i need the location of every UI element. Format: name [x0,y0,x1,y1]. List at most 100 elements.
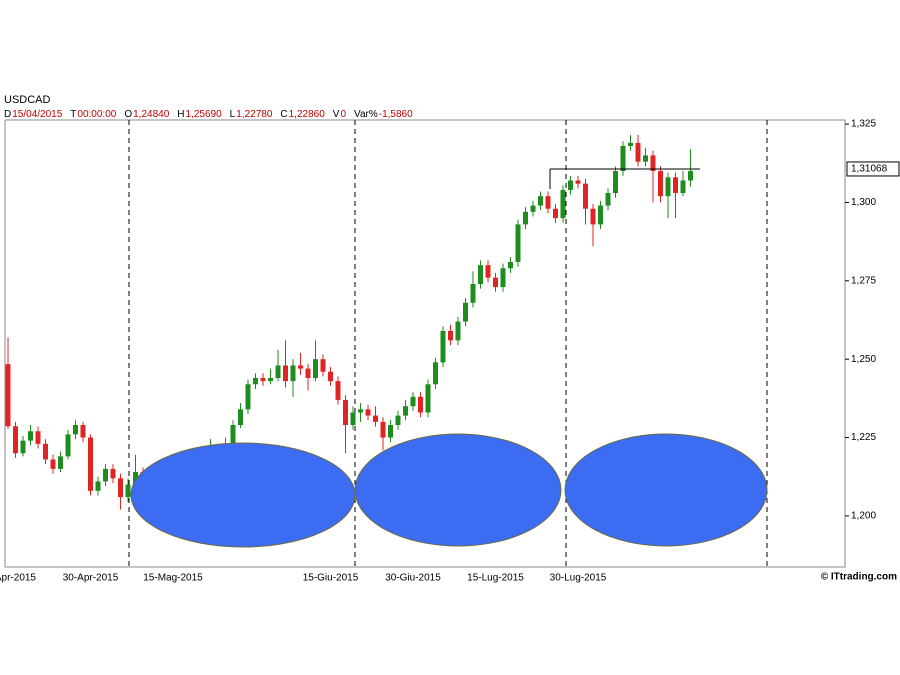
candle-body [568,180,573,190]
last-price-label: 1,31068 [851,164,888,175]
candle-body [673,177,678,194]
x-tick-label: 15-Giu-2015 [303,573,359,584]
header-key: Var% [354,109,378,120]
x-tick-label: 15-Lug-2015 [467,573,524,584]
candle-body [470,283,476,303]
candle-body [530,205,536,212]
candle-body [50,459,56,469]
candle-body [635,142,641,162]
candle-body [373,415,378,422]
candle-body [538,196,543,206]
header-key: H [177,109,184,120]
candle-body [658,171,663,197]
candle-body [5,364,11,427]
candle-body [118,478,123,498]
y-tick-label: 1,200 [851,511,876,522]
candle-body [95,481,101,491]
candle-body [500,268,506,288]
candle-body [650,155,656,172]
candle-body [88,437,93,491]
candle-body [418,396,423,413]
candle-body [598,205,603,225]
header-value: 15/04/2015 [12,109,62,120]
candle-body [28,431,33,441]
y-tick-label: 1,250 [851,354,876,365]
candle-body [290,365,296,382]
header-value: 1,24840 [133,109,170,120]
header-value: 00:00:00 [77,109,116,120]
candle-body [350,412,356,426]
header-key: V [333,109,340,120]
y-tick-label: 1,225 [851,432,876,443]
candle-body [43,443,48,460]
candle-body [403,406,408,416]
candle-body [133,472,138,485]
highlight-ellipses [130,433,768,548]
ellipse [564,433,768,547]
header-key: D [4,109,11,120]
candle-body [448,330,453,341]
candle-body [238,409,243,426]
last-price-box [846,161,900,177]
candle-body [35,431,41,444]
candle-body [665,177,671,197]
candle-body [328,371,333,382]
candle-body [305,368,311,378]
candle-body [253,377,258,385]
candle-body [688,171,693,181]
header-key: L [230,109,236,120]
candle-body [58,456,63,469]
candle-body [560,189,566,219]
x-tick-label: 15-Mag-2015 [143,573,203,584]
candle-body [125,484,131,498]
candle-body [13,426,18,454]
header-value: 1,22780 [236,109,273,120]
candle-body [485,265,491,278]
candle-body [583,183,588,209]
x-tick-label: 30-Lug-2015 [550,573,607,584]
candle-body [515,224,521,262]
candle-body [643,155,648,162]
candle-body [440,330,446,363]
x-tick-label: 30-Giu-2015 [385,573,441,584]
candle-body [508,261,513,269]
x-tick-label: Apr-2015 [0,573,36,584]
candle-body [268,377,273,382]
candle-body [628,142,633,147]
candle-body [260,377,266,382]
candle-body [620,146,626,172]
candle-body [523,211,528,225]
candle-body [478,265,483,284]
header-value: -1,5860 [379,109,413,120]
header-key: C [280,109,287,120]
x-tick-label: 30-Apr-2015 [63,573,119,584]
candle-body [335,381,341,400]
header-key: T [70,109,76,120]
candle-body [680,180,686,194]
candle-body [545,196,551,209]
ellipse [130,442,356,548]
candle-body [493,277,498,288]
candle-body [388,425,393,438]
header-value: 1,25690 [186,109,223,120]
candle-body [613,171,618,194]
candle-body [65,434,71,457]
candle-body [313,359,318,378]
y-tick-label: 1,300 [851,197,876,208]
header: D15/04/2015 T00:00:00 O1,24840 H1,25690 L1,2… [4,109,413,120]
candle-body [80,425,86,438]
candle-body [433,362,438,385]
watermark: © ITtrading.com [821,572,897,583]
candle-body [343,399,348,426]
header-value: 0 [340,109,346,120]
candle-body [103,468,108,482]
candle-body [230,425,236,444]
candle-body [455,321,461,341]
candle-body [365,409,371,416]
candle-body [380,421,386,438]
candle-body [298,365,303,369]
candle-body [410,396,416,407]
candle-body [245,384,251,410]
